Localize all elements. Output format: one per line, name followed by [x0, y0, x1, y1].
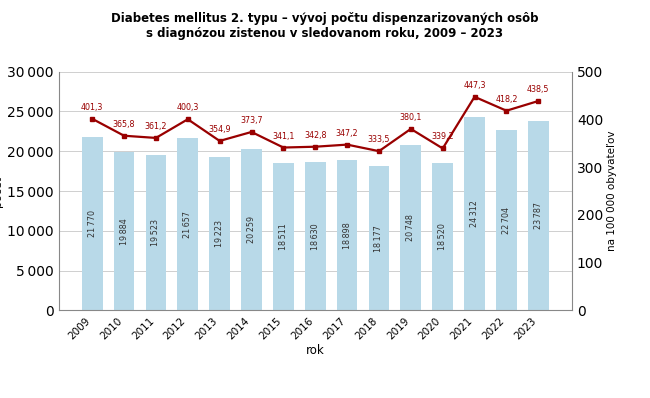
Text: 21 770: 21 770: [88, 210, 97, 237]
Bar: [241, 149, 262, 310]
Bar: [209, 158, 230, 310]
Text: 354,9: 354,9: [209, 125, 231, 134]
Text: 339,2: 339,2: [432, 133, 454, 142]
Text: 373,7: 373,7: [240, 116, 263, 125]
Text: 400,3: 400,3: [177, 103, 199, 112]
Text: 20 259: 20 259: [247, 216, 256, 243]
Text: 19 884: 19 884: [120, 218, 129, 245]
Text: 347,2: 347,2: [336, 129, 358, 138]
Text: 22 704: 22 704: [502, 207, 511, 234]
Text: 19 223: 19 223: [215, 220, 224, 248]
Text: 18 520: 18 520: [438, 223, 447, 250]
Text: 23 787: 23 787: [534, 202, 543, 229]
Text: 21 657: 21 657: [183, 211, 192, 238]
Text: Diabetes mellitus 2. typu – vývoj počtu dispenzarizovaných osôb
s diagnózou zist: Diabetes mellitus 2. typu – vývoj počtu …: [111, 12, 539, 40]
Bar: [432, 163, 453, 310]
Bar: [273, 163, 294, 310]
Bar: [177, 138, 198, 310]
Text: 447,3: 447,3: [463, 81, 486, 90]
Text: 18 177: 18 177: [374, 224, 384, 252]
Text: 365,8: 365,8: [113, 120, 135, 129]
Text: 380,1: 380,1: [400, 113, 422, 122]
Text: 18 511: 18 511: [279, 223, 288, 250]
Text: 18 898: 18 898: [343, 222, 352, 249]
Bar: [337, 160, 358, 310]
Bar: [464, 117, 485, 310]
Bar: [369, 166, 389, 310]
X-axis label: rok: rok: [306, 344, 324, 357]
Y-axis label: na 100 000 obyvateľov: na 100 000 obyvateľov: [607, 131, 618, 251]
Bar: [146, 155, 166, 310]
Text: 19 523: 19 523: [151, 219, 161, 246]
Text: 333,5: 333,5: [368, 135, 390, 144]
Bar: [528, 121, 549, 310]
Text: 20 748: 20 748: [406, 215, 415, 241]
Bar: [400, 145, 421, 310]
Bar: [82, 137, 103, 310]
Text: 342,8: 342,8: [304, 131, 326, 140]
Text: 361,2: 361,2: [145, 122, 167, 131]
Bar: [496, 130, 517, 310]
Text: 341,1: 341,1: [272, 132, 294, 140]
Bar: [114, 152, 135, 310]
Y-axis label: počet: počet: [0, 176, 3, 207]
Text: 418,2: 418,2: [495, 95, 517, 104]
Bar: [305, 162, 326, 310]
Text: 24 312: 24 312: [470, 200, 479, 227]
Text: 18 630: 18 630: [311, 223, 320, 250]
Text: 438,5: 438,5: [527, 85, 549, 94]
Text: 401,3: 401,3: [81, 103, 103, 112]
